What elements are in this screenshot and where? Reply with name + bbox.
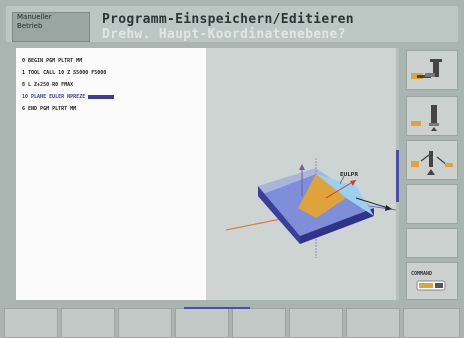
- command-toggle-icon: [416, 280, 446, 291]
- operating-mode-box[interactable]: Manueller Betrieb: [12, 12, 90, 42]
- mode-line-1: Manueller: [17, 13, 52, 21]
- bottom-softkey-8[interactable]: [403, 308, 460, 338]
- bottom-softkey-7[interactable]: [346, 308, 400, 338]
- program-line-text: 10 PLANE EULER NPREZE: [22, 94, 86, 100]
- softkey-command[interactable]: COMMAND: [406, 262, 458, 300]
- help-graphic: EULPR: [206, 48, 398, 300]
- softkey-empty[interactable]: [406, 184, 458, 224]
- tool-tilt-icon: [411, 151, 453, 175]
- header-bar: Manueller Betrieb Programm-Einspeichern/…: [6, 6, 458, 42]
- program-line-active[interactable]: 10 PLANE EULER NPREZE: [22, 94, 115, 100]
- plane-front-face: [300, 208, 374, 244]
- input-cursor: [88, 94, 115, 99]
- softkey-tool-axis-up[interactable]: [406, 50, 458, 90]
- axis-arrow-head: [350, 180, 356, 186]
- softkey-tool-tilt[interactable]: [406, 140, 458, 180]
- bottom-softkey-1[interactable]: [4, 308, 58, 338]
- softkey-tool-axis-down[interactable]: [406, 96, 458, 136]
- tool-axis-up-icon: [411, 59, 442, 79]
- bottom-softkey-4[interactable]: [175, 308, 229, 338]
- tool-axis-down-icon: [411, 105, 439, 131]
- bottom-softkey-3[interactable]: [118, 308, 172, 338]
- bottom-softkey-2[interactable]: [61, 308, 115, 338]
- scrollbar-thumb[interactable]: [396, 150, 399, 202]
- label-leader: [339, 175, 345, 185]
- program-line-text: 1 TOOL CALL 10 Z S5000 F5000: [22, 70, 107, 76]
- program-line-text: 6 END PGM PLTRT MM: [22, 106, 77, 112]
- program-line[interactable]: 6 END PGM PLTRT MM: [22, 106, 76, 112]
- program-line-text: 8 L Z+250 R0 FMAX: [22, 82, 74, 88]
- axis-arrow-head: [299, 164, 305, 170]
- plane-left-face: [258, 186, 300, 244]
- axis-arrow: [355, 197, 389, 209]
- bottom-softkey-6[interactable]: [289, 308, 343, 338]
- program-editor[interactable]: 0 BEGIN PGM PLTRT MM 1 TOOL CALL 10 Z S5…: [16, 48, 206, 300]
- rotation-sector: [298, 174, 346, 218]
- plane-rotation-graphic: EULPR: [225, 158, 397, 258]
- softkey-command-label: COMMAND: [411, 271, 433, 277]
- axis-arrow-head: [385, 205, 392, 211]
- angle-label: EULPR: [340, 172, 358, 178]
- page-title: Programm-Einspeichern/Editieren: [102, 12, 354, 27]
- dialog-prompt: Drehw. Haupt-Koordinatenebene?: [102, 27, 346, 42]
- mode-line-2: Betrieb: [17, 22, 43, 30]
- program-line[interactable]: 8 L Z+250 R0 FMAX: [22, 82, 73, 88]
- rotation-sector-light: [316, 174, 374, 216]
- axis-arrow: [325, 179, 357, 199]
- program-line[interactable]: 1 TOOL CALL 10 Z S5000 F5000: [22, 70, 106, 76]
- program-line-text: 0 BEGIN PGM PLTRT MM: [22, 58, 83, 64]
- softkey-empty[interactable]: [406, 228, 458, 258]
- bottom-softkey-5[interactable]: [232, 308, 286, 338]
- program-line[interactable]: 0 BEGIN PGM PLTRT MM: [22, 58, 82, 64]
- softkey-row-indicator: [184, 307, 250, 309]
